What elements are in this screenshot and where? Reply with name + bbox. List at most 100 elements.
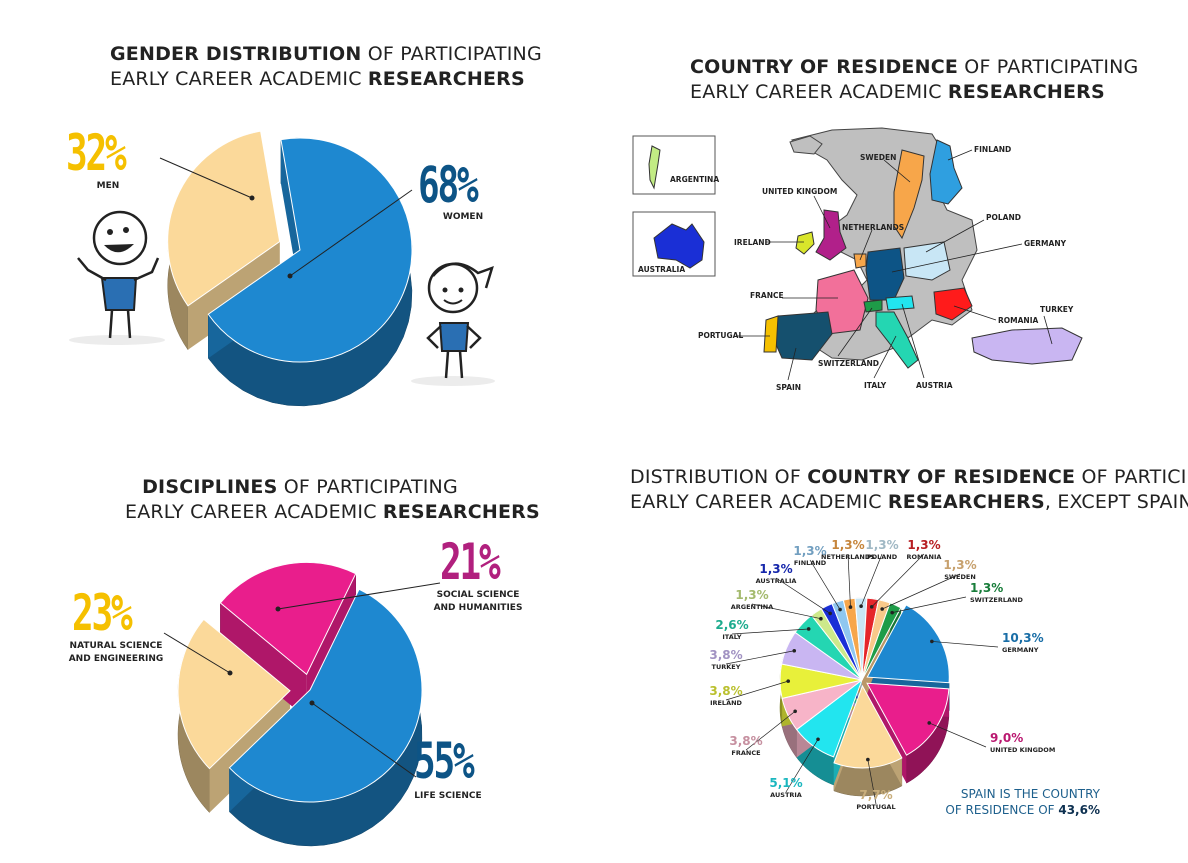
social-science-label: SOCIAL SCIENCE AND HUMANITIES — [428, 589, 528, 615]
dist-label-netherlands: NETHERLANDS — [821, 553, 875, 561]
map-label-turkey: TURKEY — [1040, 305, 1074, 314]
dist-leader-dot-ireland — [786, 679, 791, 683]
social-science-label-line2: AND HUMANITIES — [433, 603, 523, 613]
social-leader-line — [277, 582, 441, 610]
distribution-title-researchers: RESEARCHERS — [887, 491, 1045, 513]
dist-leader-austria — [785, 739, 819, 793]
italy-shape — [875, 311, 919, 369]
map-label-germany: GERMANY — [1024, 239, 1067, 248]
dist-label-poland: POLAND — [867, 553, 898, 561]
dist-label-portugal: PORTUGAL — [856, 803, 895, 811]
switzerland-shape — [863, 299, 883, 313]
distribution-slice-united-kingdom — [866, 682, 950, 756]
dist-leader-finland — [809, 559, 841, 610]
dist-leader-dot-switzerland — [890, 610, 894, 615]
dist-leader-argentina — [751, 603, 821, 620]
dist-value-portugal: 7,7% — [859, 788, 892, 802]
disciplines-title-rest: OF PARTICIPATING — [277, 476, 458, 498]
dist-leader-dot-united-kingdom — [927, 721, 932, 725]
dist-label-argentina: ARGENTINA — [731, 603, 774, 611]
social-science-label-line1: SOCIAL SCIENCE — [436, 590, 520, 600]
map-label-netherlands: NETHERLANDS — [842, 223, 904, 232]
map-label-uk: UNITED KINGDOM — [762, 187, 837, 196]
life-science-percentage: 55% — [414, 732, 475, 790]
dist-leader-portugal — [867, 759, 877, 805]
map-label-ireland: IRELAND — [734, 238, 771, 247]
country-map-title: COUNTRY OF RESIDENCE OF PARTICIPATING EA… — [690, 55, 1138, 105]
natural-science-label: NATURAL SCIENCE AND ENGINEERING — [66, 640, 166, 666]
dist-label-australia: AUSTRALIA — [756, 577, 797, 585]
disciplines-chart-title: DISCIPLINES OF PARTICIPATING EARLY CAREE… — [125, 475, 540, 525]
dist-leader-sweden — [882, 573, 961, 610]
dist-label-france: FRANCE — [731, 749, 760, 757]
dist-value-france: 3,8% — [729, 734, 762, 748]
dist-value-netherlands: 1,3% — [831, 538, 864, 552]
spain-note: SPAIN IS THE COUNTRY OF RESIDENCE OF 43,… — [940, 786, 1100, 818]
map-label-spain: SPAIN — [776, 383, 801, 392]
australia-inset-label: AUSTRALIA — [638, 265, 685, 274]
dist-value-argentina: 1,3% — [735, 588, 768, 602]
turkey-shape — [971, 327, 1083, 365]
natural-leader-dot — [227, 670, 233, 676]
natural-science-label-line2: AND ENGINEERING — [68, 654, 164, 664]
dist-leader-united-kingdom — [929, 722, 987, 748]
women-leader-dot — [287, 273, 293, 279]
men-percentage: 32% — [66, 124, 127, 182]
dist-value-italy: 2,6% — [715, 618, 748, 632]
argentina-inset-label: ARGENTINA — [670, 175, 719, 184]
dist-value-germany: 10,3% — [1002, 631, 1044, 645]
disciplines-slice-social-science-and-humanities — [219, 561, 357, 676]
men-leader-line — [159, 157, 253, 199]
dist-leader-switzerland — [892, 596, 967, 613]
dist-leader-romania — [871, 553, 925, 608]
gender-title-rest: OF PARTICIPATING — [361, 43, 542, 65]
dist-leader-ireland — [725, 680, 789, 701]
disciplines-slice-natural-science-and-engineering — [177, 618, 291, 770]
natural-leader-line — [163, 632, 231, 674]
dist-value-united-kingdom: 9,0% — [990, 731, 1023, 745]
disciplines-title-line2: EARLY CAREER ACADEMIC — [125, 501, 383, 523]
dist-leader-dot-austria — [816, 737, 820, 742]
dist-value-ireland: 3,8% — [709, 684, 742, 698]
netherlands-shape — [853, 253, 867, 269]
men-label: MEN — [96, 181, 120, 191]
distribution-title-rest: OF PARTICIPATING — [1081, 466, 1188, 488]
australia-shape — [653, 223, 705, 269]
map-label-finland: FINLAND — [974, 145, 1011, 154]
women-percentage: 68% — [418, 156, 479, 214]
map-label-sweden: SWEDEN — [860, 153, 896, 162]
map-label-switzerland: SWITZERLAND — [818, 359, 879, 368]
dist-label-ireland: IRELAND — [710, 699, 742, 707]
women-label: WOMEN — [442, 212, 484, 222]
dist-leader-dot-argentina — [819, 616, 823, 621]
map-label-austria: AUSTRIA — [916, 381, 953, 390]
dist-leader-dot-poland — [859, 604, 863, 609]
sweden-shape — [893, 149, 925, 240]
country-title-line2: EARLY CAREER ACADEMIC — [690, 81, 948, 103]
dist-leader-poland — [860, 553, 883, 607]
europe-map: ARGENTINA AUSTRALIA FINLAND SWEDEN UNITE… — [632, 127, 1083, 392]
dist-leader-france — [745, 711, 796, 751]
dist-label-austria: AUSTRIA — [770, 791, 802, 799]
life-science-label: LIFE SCIENCE — [414, 791, 482, 801]
portugal-shape — [763, 315, 779, 353]
country-title-rest: OF PARTICIPATING — [958, 56, 1139, 78]
dist-label-romania: ROMANIA — [907, 553, 942, 561]
disciplines-title-researchers: RESEARCHERS — [382, 501, 540, 523]
distribution-title-bold: COUNTRY OF RESIDENCE — [807, 466, 1076, 488]
dist-value-sweden: 1,3% — [943, 558, 976, 572]
dist-leader-netherlands — [847, 553, 851, 608]
dist-label-finland: FINLAND — [794, 559, 827, 567]
dist-value-turkey: 3,8% — [709, 648, 742, 662]
dist-label-germany: GERMANY — [1002, 646, 1039, 654]
map-label-romania: ROMANIA — [998, 316, 1038, 325]
dist-value-poland: 1,3% — [865, 538, 898, 552]
disciplines-title-bold: DISCIPLINES — [142, 476, 278, 498]
man-figure-illustration — [69, 210, 165, 345]
uk-shape — [815, 209, 847, 261]
dist-leader-germany — [931, 641, 999, 648]
distribution-chart-title: DISTRIBUTION OF COUNTRY OF RESIDENCE OF … — [630, 465, 1188, 515]
iceland-shape — [789, 135, 823, 155]
dist-value-austria: 5,1% — [769, 776, 802, 790]
dist-leader-dot-germany — [930, 639, 934, 644]
